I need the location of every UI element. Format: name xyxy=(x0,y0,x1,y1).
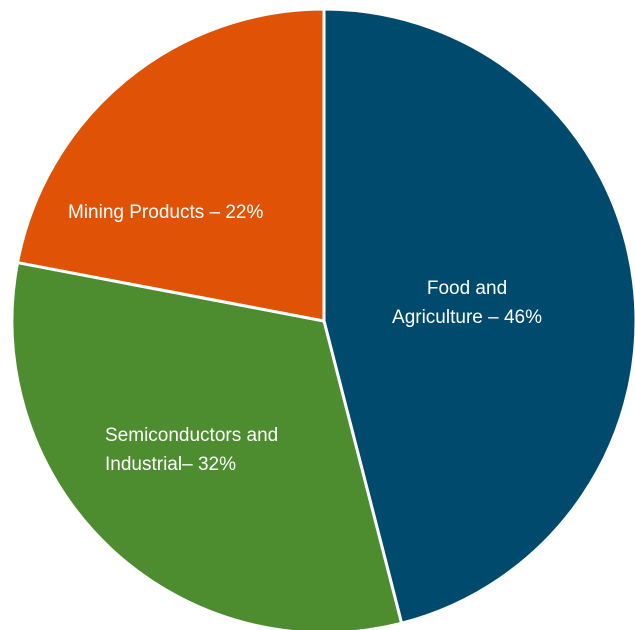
slice-label-mining-products-22: Mining Products – 22% xyxy=(68,202,263,223)
pie-slices xyxy=(10,7,635,630)
slice-label-semiconductors-and: Semiconductors and Industrial– 32% xyxy=(105,425,278,475)
slice-label-line: Agriculture – 46% xyxy=(392,307,542,328)
slice-label-line: Industrial– 32% xyxy=(105,454,236,475)
slice-label-line: Food and xyxy=(427,278,507,299)
slice-food-and xyxy=(322,7,635,625)
slice-label-line: Mining Products – 22% xyxy=(68,202,263,223)
slice-semiconductors-and xyxy=(10,261,404,630)
slice-label-line: Semiconductors and xyxy=(105,425,278,446)
slice-label-food-and: Food and Agriculture – 46% xyxy=(392,278,542,328)
slice-mining-products-22 xyxy=(16,7,326,323)
pie-labels: Food and Agriculture – 46% Semiconductors … xyxy=(68,202,542,475)
